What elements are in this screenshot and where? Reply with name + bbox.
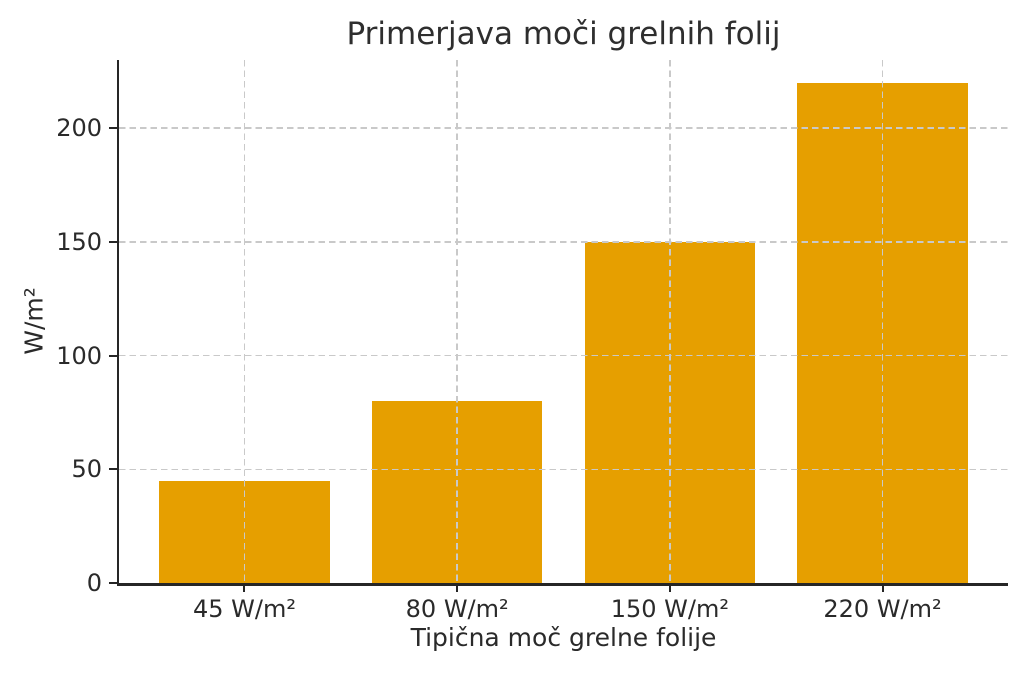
x-tick-mark — [881, 583, 884, 592]
y-tick-label: 200 — [56, 114, 102, 143]
y-tick-mark — [109, 582, 119, 584]
y-tick-mark — [109, 468, 119, 471]
y-gridline — [119, 127, 1008, 129]
y-tick-label: 0 — [86, 569, 102, 597]
x-tick-mark — [456, 583, 459, 592]
x-tick-label: 220 W/m² — [823, 595, 942, 623]
x-tick-label: 45 W/m² — [192, 595, 296, 623]
x-tick-mark — [668, 583, 671, 592]
y-gridline — [119, 468, 1008, 471]
x-axis-label: Tipična moč grelne folije — [410, 623, 717, 652]
x-tick-label: 80 W/m² — [405, 595, 509, 623]
x-gridline — [881, 60, 884, 583]
x-tick-mark — [243, 583, 246, 592]
y-tick-mark — [109, 127, 119, 130]
chart-title: Primerjava moči grelnih folij — [346, 16, 781, 52]
y-tick-label: 150 — [56, 227, 102, 256]
y-tick-label: 50 — [71, 455, 102, 484]
y-gridline — [119, 241, 1008, 243]
y-axis-spine — [116, 60, 119, 586]
x-gridline — [669, 60, 671, 583]
x-tick-label: 150 W/m² — [610, 595, 729, 623]
y-tick-mark — [109, 354, 119, 357]
x-gridline — [456, 60, 458, 583]
y-tick-mark — [109, 240, 119, 243]
y-gridline — [119, 354, 1008, 357]
y-tick-label: 100 — [56, 341, 102, 370]
x-gridline — [243, 60, 246, 583]
x-axis-spine — [116, 583, 1008, 586]
